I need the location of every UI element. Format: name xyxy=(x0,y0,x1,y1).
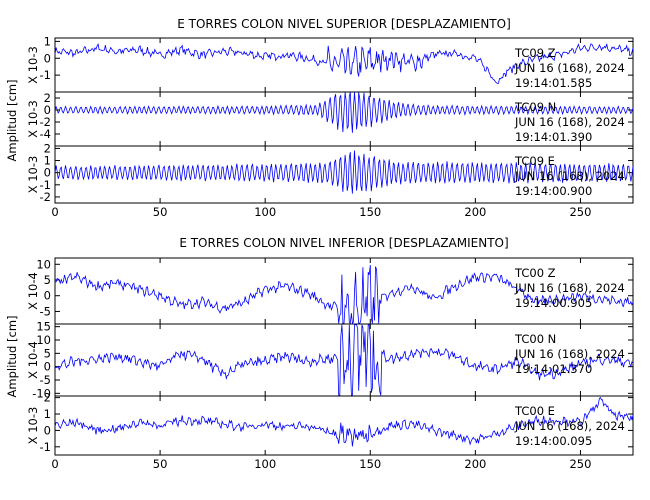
waveform-line xyxy=(54,92,634,133)
x-tick-label: 0 xyxy=(51,205,58,219)
y-tick-label: -10 xyxy=(32,386,51,400)
x-tick-label: 50 xyxy=(153,205,168,219)
station-annotation: 19:14:01.390 xyxy=(515,130,592,144)
chart-title: E TORRES COLON NIVEL SUPERIOR [DESPLAZAM… xyxy=(177,17,511,31)
scale-label: X 10-4 xyxy=(26,272,40,310)
y-tick-label: 0 xyxy=(44,51,51,65)
x-tick-label: 0 xyxy=(51,457,58,471)
y-tick-label: 5 xyxy=(44,273,51,287)
station-annotation: 19:14:00.095 xyxy=(515,434,592,448)
y-tick-label: -1 xyxy=(40,68,51,82)
waveform-line xyxy=(54,43,634,84)
y-tick-label: 2 xyxy=(44,91,51,105)
y-tick-label: -2 xyxy=(40,190,51,204)
station-annotation: JUN 16 (168), 2024 xyxy=(514,419,625,433)
x-tick-label: 100 xyxy=(254,457,276,471)
y-tick-label: 2 xyxy=(44,141,51,155)
y-tick-label: 1 xyxy=(44,34,51,48)
x-tick-label: 200 xyxy=(464,457,486,471)
y-axis-label: Amplitud [cm] xyxy=(5,315,19,397)
chart-title: E TORRES COLON NIVEL INFERIOR [DESPLAZAM… xyxy=(179,236,508,250)
station-annotation: TC09 Z xyxy=(514,46,556,60)
y-tick-label: -1 xyxy=(40,440,51,454)
station-annotation: TC00 N xyxy=(514,332,556,346)
y-tick-label: 0 xyxy=(44,166,51,180)
station-annotation: 19:14:00.905 xyxy=(515,296,592,310)
scale-label: X 10-3 xyxy=(26,46,40,84)
x-tick-label: 150 xyxy=(359,205,381,219)
scale-label: X 10-3 xyxy=(26,100,40,138)
y-tick-label: 1 xyxy=(44,407,51,421)
y-tick-label: 2 xyxy=(44,391,51,405)
y-axis-label: Amplitud [cm] xyxy=(5,79,19,161)
scale-label: X 10-3 xyxy=(26,407,40,445)
x-tick-label: 150 xyxy=(359,457,381,471)
scale-label: X 10-3 xyxy=(26,156,40,194)
station-annotation: JUN 16 (168), 2024 xyxy=(514,61,625,75)
station-annotation: 19:14:00.900 xyxy=(515,184,592,198)
y-tick-label: 10 xyxy=(36,333,51,347)
y-tick-label: 0 xyxy=(44,360,51,374)
y-tick-label: 10 xyxy=(36,257,51,271)
scale-label: X 10-4 xyxy=(26,341,40,379)
x-tick-label: 100 xyxy=(254,205,276,219)
station-annotation: JUN 16 (168), 2024 xyxy=(514,115,625,129)
station-annotation: JUN 16 (168), 2024 xyxy=(514,347,625,361)
waveform-line xyxy=(54,150,634,194)
y-tick-label: -1 xyxy=(40,178,51,192)
station-annotation: JUN 16 (168), 2024 xyxy=(514,169,625,183)
waveform-line xyxy=(54,265,634,325)
station-annotation: TC09 E xyxy=(514,154,555,168)
station-annotation: JUN 16 (168), 2024 xyxy=(514,281,625,295)
panel-frame xyxy=(54,145,634,204)
waveform-line xyxy=(54,396,634,447)
y-tick-label: 0 xyxy=(44,423,51,437)
y-tick-label: -4 xyxy=(40,127,51,141)
station-annotation: TC00 E xyxy=(514,404,555,418)
y-tick-label: 15 xyxy=(36,320,51,334)
station-annotation: 19:14:01.370 xyxy=(515,362,592,376)
waveform-line xyxy=(54,324,634,396)
station-annotation: TC00 Z xyxy=(514,266,556,280)
y-tick-label: -5 xyxy=(40,373,51,387)
y-tick-label: 0 xyxy=(44,289,51,303)
x-tick-label: 250 xyxy=(569,457,591,471)
station-annotation: TC09 N xyxy=(514,100,556,114)
y-tick-label: 5 xyxy=(44,346,51,360)
y-tick-label: -2 xyxy=(40,115,51,129)
y-tick-label: -5 xyxy=(40,304,51,318)
x-tick-label: 50 xyxy=(153,457,168,471)
x-tick-label: 250 xyxy=(569,205,591,219)
station-annotation: 19:14:01.585 xyxy=(515,76,592,90)
y-tick-label: 0 xyxy=(44,103,51,117)
y-tick-label: 1 xyxy=(44,154,51,168)
x-tick-label: 200 xyxy=(464,205,486,219)
